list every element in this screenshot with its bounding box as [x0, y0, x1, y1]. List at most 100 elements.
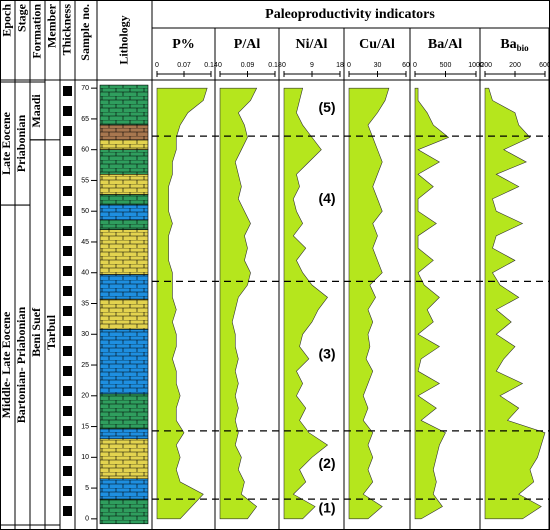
x-tick-label: 9: [310, 62, 314, 69]
column-header: Stage: [14, 3, 28, 32]
sample-tick-label: 70: [81, 85, 89, 92]
sample-tick-label: 30: [81, 331, 89, 338]
thickness-bar: [63, 226, 72, 236]
lithology-pattern: [100, 329, 148, 394]
lithology-pattern: [100, 274, 148, 300]
thickness-bar: [63, 366, 72, 376]
thickness-bar: [63, 286, 72, 296]
unit-label: Priabonian: [14, 115, 28, 173]
x-tick-label: 0: [413, 62, 417, 69]
zone-label: (1): [318, 500, 335, 516]
x-tick-label: 60: [402, 62, 410, 69]
panel-title-text: Ba/Al: [428, 37, 462, 52]
unit-label: Bartonian- Priabonian: [14, 307, 28, 424]
thickness-bar: [63, 406, 72, 416]
profile-area: [156, 87, 208, 520]
x-tick-label: 1000: [468, 62, 484, 69]
thickness-bar: [63, 386, 72, 396]
column-header: Formation: [29, 4, 43, 59]
x-tick-label: 0: [218, 62, 222, 69]
panel-title-text: Ba: [500, 37, 516, 52]
zone-label: (2): [318, 455, 335, 471]
lithology-pattern: [100, 149, 148, 175]
x-tick-label: -200: [478, 62, 492, 69]
column-header: Sample no.: [78, 4, 92, 61]
thickness-bar: [63, 306, 72, 316]
column-header: Lithology: [116, 15, 130, 64]
lithology-pattern: [100, 174, 148, 195]
thickness-bar: [63, 446, 72, 456]
unit-label: Middle- Late Eocene: [0, 311, 13, 418]
thickness-bar: [63, 206, 72, 216]
lithology-pattern: [100, 85, 148, 126]
lithology-pattern: [100, 438, 148, 479]
thickness-bar: [63, 506, 72, 516]
panel-title-text: P/Al: [234, 37, 261, 52]
column-header: Thickness: [59, 4, 73, 56]
lithology-pattern: [100, 429, 148, 439]
x-tick-label: 0: [347, 62, 351, 69]
x-tick-label: 30: [374, 62, 382, 69]
thickness-bar: [63, 326, 72, 336]
profile-area: [283, 87, 329, 520]
panel-title: Ba/Al: [428, 37, 462, 52]
lithology-pattern: [100, 299, 148, 330]
profile-area: [348, 87, 390, 520]
panel-title: Cu/Al: [359, 37, 395, 52]
x-tick-label: 18: [336, 62, 344, 69]
unit-label: Tarbul: [44, 314, 58, 350]
zone-label: (4): [318, 190, 335, 206]
panel-title-sub: bio: [517, 43, 530, 53]
thickness-bar: [63, 146, 72, 156]
sample-tick-label: 15: [81, 423, 89, 430]
sample-tick-label: 60: [81, 147, 89, 154]
thickness-bar: [63, 426, 72, 436]
header-title: Paleoproductivity indicators: [265, 7, 435, 22]
x-tick-label: 0.07: [177, 62, 191, 69]
thickness-bar: [63, 246, 72, 256]
zone-label: (3): [318, 345, 335, 361]
sample-tick-label: 5: [85, 485, 89, 492]
panel-title: P/Al: [234, 37, 261, 52]
unit-label: Late Eocene: [0, 111, 13, 175]
column-header: Member: [44, 3, 58, 48]
thickness-bar: [63, 126, 72, 136]
sample-tick-label: 35: [81, 300, 89, 307]
sample-tick-label: 20: [81, 393, 89, 400]
panel-title-text: Cu/Al: [359, 37, 395, 52]
panel-title-text: Ni/Al: [296, 37, 328, 52]
x-tick-label: 500: [440, 62, 452, 69]
thickness-bar: [63, 106, 72, 116]
column-header: Epoch: [0, 4, 13, 37]
x-tick-label: 600: [539, 62, 550, 69]
lithology-pattern: [100, 499, 148, 524]
panel-title-text: P%: [172, 37, 195, 52]
sample-tick-label: 65: [81, 116, 89, 123]
thickness-bar: [63, 166, 72, 176]
panel-title: Babio: [500, 37, 529, 53]
sample-tick-label: 10: [81, 454, 89, 461]
panel-title: P%: [172, 37, 195, 52]
x-tick-label: 0.14: [204, 62, 218, 69]
lithology-pattern: [100, 125, 148, 140]
thickness-bar: [63, 266, 72, 276]
x-tick-label: 0: [282, 62, 286, 69]
thickness-bar: [63, 486, 72, 496]
x-tick-label: 200: [509, 62, 521, 69]
thickness-bar: [63, 86, 72, 96]
lithology-pattern: [100, 219, 148, 230]
thickness-bar: [63, 186, 72, 196]
x-tick-label: 0.09: [241, 62, 255, 69]
zone-label: (5): [318, 99, 335, 115]
x-tick-label: 0: [155, 62, 159, 69]
thickness-bar: [63, 346, 72, 356]
lithology-pattern: [100, 478, 148, 500]
lithology-pattern: [100, 205, 148, 220]
unit-label: Maadi: [29, 94, 43, 128]
lithology-pattern: [100, 393, 148, 430]
profile-area: [484, 87, 546, 520]
thickness-bar: [63, 466, 72, 476]
lithology-pattern: [100, 139, 148, 150]
lithology-pattern: [100, 229, 148, 275]
